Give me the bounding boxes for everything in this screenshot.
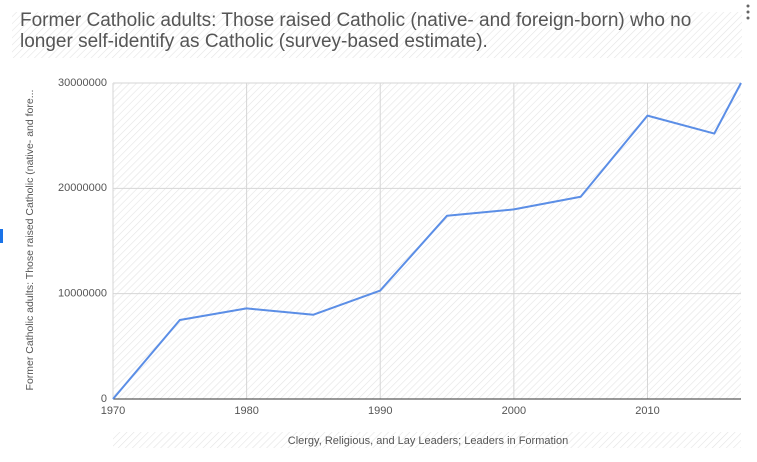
x-tick-label: 1980 <box>234 405 258 417</box>
title-background <box>12 12 742 58</box>
x-tick-label: 2010 <box>635 405 659 417</box>
menu-dot[interactable] <box>746 4 750 8</box>
y-tick-label: 10000000 <box>58 288 107 300</box>
selection-marker <box>0 229 3 243</box>
y-tick-label: 0 <box>101 393 107 405</box>
plot-background <box>113 83 741 399</box>
y-axis-label: Former Catholic adults: Those raised Cat… <box>24 90 36 391</box>
y-tick-label: 30000000 <box>58 77 107 89</box>
menu-dot[interactable] <box>746 16 750 20</box>
x-tick-label: 2000 <box>502 405 526 417</box>
x-tick-label: 1970 <box>101 405 125 417</box>
x-tick-label: 1990 <box>368 405 392 417</box>
menu-dot[interactable] <box>746 10 750 14</box>
x-label-background <box>113 432 741 448</box>
y-tick-label: 20000000 <box>58 182 107 194</box>
chart-title: Former Catholic adults: Those raised Cat… <box>20 10 692 52</box>
data-line <box>112 82 742 400</box>
x-axis-label: Clergy, Religious, and Lay Leaders; Lead… <box>288 435 568 447</box>
